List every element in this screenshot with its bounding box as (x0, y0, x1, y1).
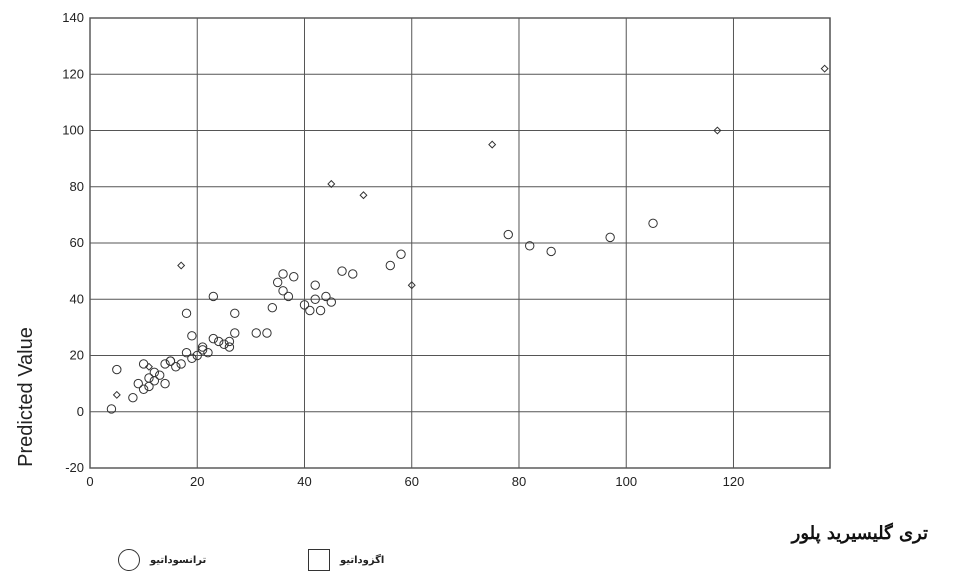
data-point-diamond (488, 140, 497, 149)
data-point-circle (208, 333, 219, 344)
data-point-diamond (112, 390, 121, 399)
data-point-circle (348, 269, 358, 279)
x-tick-label: 20 (190, 474, 204, 489)
data-point-circle (283, 291, 294, 302)
y-tick-label: 60 (70, 235, 84, 250)
data-point-circle (267, 302, 278, 313)
data-point-circle (310, 280, 320, 290)
data-point-circle (321, 291, 331, 302)
data-point-circle (230, 308, 240, 319)
y-tick-label: 20 (70, 348, 84, 363)
legend-label-square: اگزوداتیو (340, 554, 385, 566)
y-tick-label: 120 (62, 66, 84, 81)
data-point-circle (310, 294, 320, 304)
data-point-circle (503, 229, 513, 240)
data-point-circle (171, 362, 181, 372)
y-tick-label: 140 (62, 10, 84, 25)
data-point-circle (262, 328, 272, 338)
data-point-circle (208, 291, 219, 302)
x-tick-label: 100 (615, 474, 637, 489)
data-point-circle (315, 305, 326, 316)
x-tick-label: 80 (512, 474, 526, 489)
data-point-circle (224, 342, 235, 352)
legend-item-square: اگزوداتیو (308, 545, 384, 575)
data-point-circle (605, 232, 615, 243)
data-point-circle (289, 272, 299, 282)
y-tick-label: -20 (65, 460, 84, 475)
data-point-circle (213, 336, 224, 347)
data-point-circle (230, 328, 240, 338)
data-point-circle (396, 249, 406, 259)
data-point-circle (181, 308, 192, 319)
data-point-circle (224, 336, 235, 347)
data-point-diamond (177, 261, 186, 270)
data-point-circle (187, 353, 197, 364)
data-point-circle (128, 392, 138, 403)
data-point-circle (155, 370, 165, 380)
data-point-circle (112, 364, 122, 375)
legend-item-circle: ترانسوداتیو (118, 545, 206, 575)
data-point-circle (197, 342, 208, 352)
data-point-circle (149, 367, 160, 378)
circle-marker-icon (118, 549, 140, 571)
data-points (106, 64, 829, 414)
legend-label-circle: ترانسوداتیو (150, 554, 207, 566)
data-point-diamond (407, 281, 416, 290)
data-point-circle (192, 350, 202, 361)
data-point-circle (138, 384, 149, 394)
data-point-circle (160, 359, 170, 369)
data-point-circle (648, 218, 658, 229)
data-point-circle (160, 378, 170, 389)
data-point-circle (337, 266, 347, 276)
y-tick-label: 0 (77, 404, 84, 419)
data-point-circle (106, 404, 117, 414)
data-point-diamond (820, 64, 829, 73)
x-tick-label: 40 (297, 474, 311, 489)
data-point-circle (278, 286, 288, 296)
data-point-circle (165, 356, 176, 366)
data-point-circle (219, 339, 229, 349)
data-point-circle (197, 345, 208, 355)
data-point-diamond (144, 362, 153, 371)
data-point-circle (251, 328, 261, 338)
y-tick-label: 100 (62, 123, 84, 138)
data-point-circle (187, 331, 197, 341)
data-point-circle (525, 241, 535, 251)
gridlines (89, 17, 830, 469)
data-point-circle (181, 347, 192, 358)
y-tick-label: 40 (70, 291, 84, 306)
legend: ترانسوداتیو اگزوداتیو (118, 545, 448, 575)
data-point-circle (144, 373, 154, 383)
data-point-circle (326, 297, 337, 307)
x-tick-label: 120 (723, 474, 745, 489)
data-point-circle (203, 347, 213, 358)
data-point-diamond (359, 191, 368, 200)
data-point-circle (176, 359, 186, 369)
data-point-circle (305, 305, 315, 316)
y-tick-label: 80 (70, 179, 84, 194)
data-point-circle (385, 260, 395, 271)
x-tick-label: 0 (86, 474, 93, 489)
x-axis-label: تری گلیسیرید پلور (791, 523, 928, 544)
data-point-circle (272, 277, 283, 288)
x-tick-label: 60 (405, 474, 419, 489)
data-point-diamond (713, 126, 722, 135)
data-point-diamond (327, 179, 336, 188)
y-axis-label: Predicted Value (15, 327, 37, 467)
square-marker-icon (308, 549, 330, 571)
data-point-circle (546, 246, 556, 257)
data-point-circle (278, 269, 288, 279)
data-point-circle (299, 300, 310, 310)
data-point-circle (133, 378, 143, 389)
